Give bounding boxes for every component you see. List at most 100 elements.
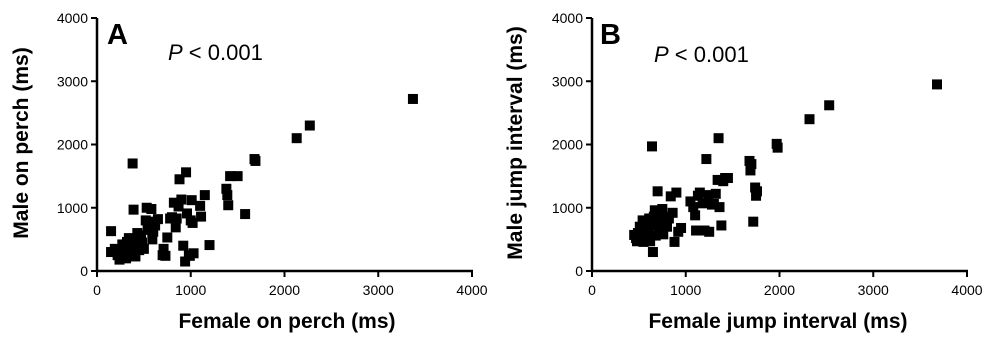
panel-a-x-tick-label: 0 xyxy=(93,282,101,298)
panel-b-x-tick-label: 4000 xyxy=(951,282,982,298)
panel-b-data-point xyxy=(772,142,783,153)
panel-b: B P < 0.001 0 1000 2000 3000 4000 0 1000 2000 30… xyxy=(504,10,983,333)
panel-b-data-point xyxy=(657,204,668,215)
panel-b-data-point xyxy=(650,230,661,241)
panel-b-y-tick-label: 2000 xyxy=(552,137,583,153)
panel-a-x-tick-label: 4000 xyxy=(456,282,487,298)
panel-a-data-point xyxy=(199,190,210,201)
panel-b-x-tick-label: 0 xyxy=(588,282,596,298)
panel-a-data-point xyxy=(186,195,197,206)
panel-b-letter: B xyxy=(600,19,621,51)
panel-a-data-point xyxy=(127,158,138,169)
panel-b-axes: 0 1000 2000 3000 4000 0 1000 2000 3000 4000 xyxy=(552,10,983,298)
panel-a-data-point xyxy=(291,133,302,144)
panel-a-data-point xyxy=(106,226,117,237)
panel-b-data-point xyxy=(752,186,762,197)
panel-a-y-tick-label: 0 xyxy=(80,263,88,279)
panel-a-data-point xyxy=(148,226,159,237)
panel-a-data-point xyxy=(162,232,173,243)
panel-a-data-point xyxy=(136,230,147,241)
panel-a-data-point xyxy=(188,248,199,259)
panel-b-data-point xyxy=(647,247,658,258)
panel-b-y-tick-label: 0 xyxy=(575,263,583,279)
panel-a-data-point xyxy=(144,216,155,227)
panel-a-data-point xyxy=(250,155,261,166)
panel-b-data-point xyxy=(745,165,756,176)
panel-b-p-text: < 0.001 xyxy=(669,42,749,67)
panel-b-data-point xyxy=(685,196,696,207)
panel-a-data-point xyxy=(142,224,153,235)
panel-a-data-point xyxy=(114,254,125,265)
panel-a-data-point xyxy=(196,211,207,222)
panel-a-y-tick-label: 3000 xyxy=(57,73,88,89)
panel-b-data-point xyxy=(663,213,674,224)
panel-b-data-point xyxy=(690,210,701,221)
panel-a-data-point xyxy=(138,243,149,254)
panel-b-y-tick-label: 4000 xyxy=(552,10,583,26)
panel-a-data-point xyxy=(204,240,215,251)
panel-b-data-point xyxy=(716,220,727,231)
panel-a-data-point xyxy=(130,251,141,262)
panel-b-data-point xyxy=(804,114,815,125)
panel-a-data-point xyxy=(222,190,233,201)
panel-b-data-point xyxy=(694,187,705,198)
panel-b-data-point xyxy=(824,100,835,111)
panel-a-data-point xyxy=(223,200,234,211)
panel-a-data-point xyxy=(128,204,139,215)
panel-b-data-point xyxy=(658,229,669,240)
panel-b-y-tick-label: 1000 xyxy=(552,200,583,216)
panel-a-data-point xyxy=(121,253,132,264)
panel-b-data-point xyxy=(643,226,654,237)
panel-a-data-point xyxy=(171,213,182,224)
panel-b-data-point xyxy=(714,202,725,213)
panel-a-data-point xyxy=(123,233,134,244)
panel-b-data-point xyxy=(691,225,702,236)
panel-b-x-tick-label: 3000 xyxy=(858,282,889,298)
panel-b-data-point xyxy=(688,202,699,213)
panel-a-data-point xyxy=(150,220,161,231)
panel-b-data-point xyxy=(676,222,687,233)
panel-b-y-axis-label: Male jump interval (ms) xyxy=(504,26,527,259)
panel-b-data-point xyxy=(708,198,719,209)
panel-a-y-tick-label: 1000 xyxy=(57,200,88,216)
panel-b-data-point xyxy=(645,236,656,247)
panel-b-data-point xyxy=(646,220,657,231)
panel-b-data-point xyxy=(638,236,649,247)
panel-a-p-text: < 0.001 xyxy=(183,40,263,65)
panel-a-y-tick-label: 2000 xyxy=(57,137,88,153)
panel-a-data-point xyxy=(158,243,169,254)
panel-b-data-point xyxy=(713,133,724,144)
panel-a-p-symbol: P xyxy=(168,40,183,65)
panel-a-data-point xyxy=(109,243,120,254)
panel-a-axes: 0 1000 2000 3000 4000 0 1000 2000 3000 4000 xyxy=(57,10,488,298)
panel-b-data-point xyxy=(704,226,715,237)
panel-a-data-point xyxy=(240,209,251,220)
panel-a-data-point xyxy=(160,250,171,261)
panel-a-data-point xyxy=(173,201,184,212)
panel-a-data-point xyxy=(182,208,192,219)
panel-b-data-point xyxy=(712,174,723,185)
panel-a-points xyxy=(106,93,418,267)
panel-b-data-point xyxy=(701,154,712,165)
panel-b-x-axis-label: Female jump interval (ms) xyxy=(648,310,907,333)
panel-b-y-tick-label: 3000 xyxy=(552,73,583,89)
panel-a-y-axis-label: Male on perch (ms) xyxy=(10,47,33,238)
panel-a-data-point xyxy=(225,171,236,182)
panel-a-data-point xyxy=(195,200,206,211)
panel-a-data-point xyxy=(232,171,243,182)
panel-a-x-tick-label: 1000 xyxy=(175,282,206,298)
panel-b-p-symbol: P xyxy=(654,42,669,67)
panel-b-data-point xyxy=(669,236,680,247)
panel-a-data-point xyxy=(176,194,187,205)
panel-a-data-point xyxy=(304,120,315,131)
panel-b-data-point xyxy=(656,220,667,231)
panel-a-data-point xyxy=(187,217,198,228)
panel-b-data-point xyxy=(667,207,678,218)
panel-a-data-point xyxy=(181,167,192,178)
panel-a-data-point xyxy=(178,240,189,251)
panel-b-p-value: P < 0.001 xyxy=(654,42,749,67)
panel-b-data-point xyxy=(652,186,663,197)
panel-a-letter: A xyxy=(107,19,128,51)
panel-a-data-point xyxy=(174,174,185,185)
